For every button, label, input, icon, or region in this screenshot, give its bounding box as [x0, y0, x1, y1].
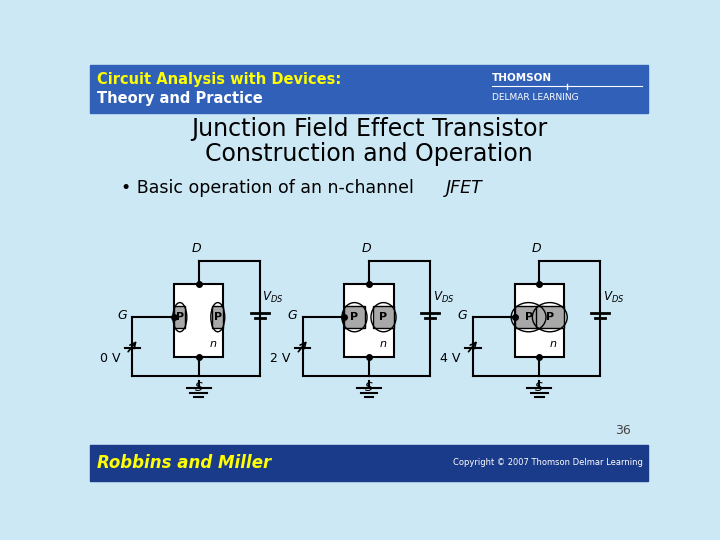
Bar — [174, 306, 186, 328]
Bar — [212, 306, 223, 328]
Text: • Basic operation of an n-channel: • Basic operation of an n-channel — [121, 179, 419, 197]
Text: n: n — [210, 340, 217, 349]
Text: $V_{DS}$: $V_{DS}$ — [603, 289, 624, 305]
Text: $V_{DS}$: $V_{DS}$ — [262, 289, 284, 305]
Text: $V_{DS}$: $V_{DS}$ — [433, 289, 454, 305]
Bar — [536, 306, 564, 328]
Text: G: G — [287, 309, 297, 322]
Text: Theory and Practice: Theory and Practice — [96, 91, 263, 106]
Text: n: n — [550, 340, 557, 349]
Text: Construction and Operation: Construction and Operation — [205, 142, 533, 166]
Bar — [515, 284, 564, 357]
Text: S: S — [535, 381, 543, 394]
Text: P: P — [379, 312, 387, 322]
Text: 36: 36 — [616, 424, 631, 437]
Text: D: D — [531, 242, 541, 255]
Text: Copyright © 2007 Thomson Delmar Learning: Copyright © 2007 Thomson Delmar Learning — [453, 458, 642, 467]
Text: JFET: JFET — [446, 179, 482, 197]
Text: Robbins and Miller: Robbins and Miller — [96, 454, 271, 472]
Text: S: S — [365, 381, 373, 394]
Bar — [374, 306, 394, 328]
Text: 2 V: 2 V — [270, 352, 290, 365]
Text: THOMSON: THOMSON — [492, 73, 552, 83]
Text: DELMAR LEARNING: DELMAR LEARNING — [492, 93, 578, 102]
Text: G: G — [458, 309, 467, 322]
Bar — [90, 65, 648, 113]
Text: D: D — [361, 242, 371, 255]
Text: n: n — [380, 340, 387, 349]
Text: P: P — [214, 312, 222, 322]
Text: Junction Field Effect Transistor: Junction Field Effect Transistor — [191, 117, 547, 141]
Text: P: P — [546, 312, 554, 322]
Text: G: G — [117, 309, 127, 322]
Text: 4 V: 4 V — [440, 352, 461, 365]
Text: P: P — [351, 312, 359, 322]
Text: Circuit Analysis with Devices:: Circuit Analysis with Devices: — [96, 72, 341, 87]
Bar — [90, 446, 648, 481]
Text: P: P — [525, 312, 533, 322]
Text: S: S — [195, 381, 203, 394]
Bar — [344, 284, 394, 357]
Bar — [174, 284, 223, 357]
Text: P: P — [176, 312, 184, 322]
Bar — [515, 306, 543, 328]
Text: 0 V: 0 V — [99, 352, 120, 365]
Text: D: D — [192, 242, 201, 255]
Bar — [344, 306, 364, 328]
